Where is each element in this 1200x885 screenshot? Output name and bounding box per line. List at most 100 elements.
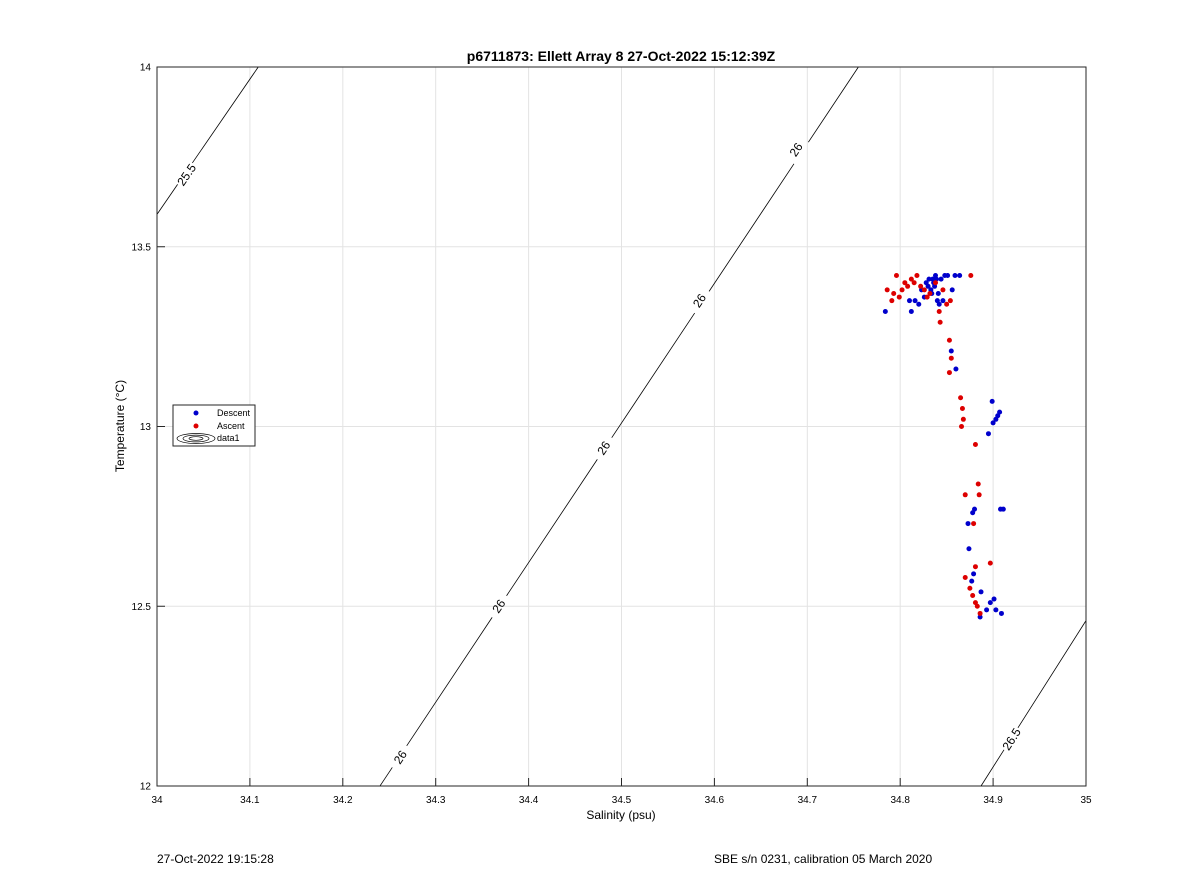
grid-lines [157,67,1086,786]
descent-point [912,298,918,304]
isopycnal-line [980,749,1005,787]
ascent-point [959,424,965,429]
isopycnal-line [708,163,795,292]
y-tick-label: 13.5 [132,242,152,253]
x-tick-label: 34.7 [798,795,818,806]
ascent-point [974,603,980,609]
ascent-point [972,441,978,447]
descent-point [989,398,995,404]
descent-point [1000,506,1006,512]
descent-point [940,298,946,304]
ascent-point [977,610,983,616]
ascent-point [972,564,978,570]
descent-point [987,600,993,606]
descent-point [969,578,975,584]
descent-point [948,348,954,354]
x-axis-label: Salinity (psu) [586,808,655,822]
ascent-point [902,280,908,286]
legend-label-descent: Descent [217,408,251,418]
x-tick-label: 34.2 [333,795,353,806]
descent-point [935,290,941,296]
data-points [882,273,1006,620]
descent-point [971,571,977,577]
legend-marker-descent [193,410,199,416]
isopycnal-label: 25.5 [174,161,199,188]
descent-point [978,589,984,595]
isopycnal-label: 26 [594,438,613,457]
descent-point [984,607,990,613]
ascent-point [975,481,981,487]
ascent-point [933,280,939,286]
ascent-point [946,337,952,343]
isopycnal-label: 26.5 [1000,725,1025,752]
isopycnal-line [611,312,696,438]
y-tick-label: 12.5 [132,602,152,613]
legend-box [172,404,256,447]
ascent-point [967,585,973,591]
ascent-point [936,308,942,314]
ascent-point [940,287,946,293]
isopycnal-line [192,66,259,164]
descent-point [926,276,932,282]
isopycnal-line [506,459,598,596]
ascent-point [896,294,902,300]
ascent-point [911,280,917,286]
ascent-point [948,355,954,361]
legend-marker-ascent [193,423,199,429]
ascent-point [960,416,966,422]
descent-point [916,301,922,307]
isopycnal-line [156,184,178,215]
ascent-point [927,290,933,296]
x-tick-label: 34.8 [890,795,910,806]
ascent-point [958,395,964,401]
descent-point [882,308,888,314]
descent-point [938,276,944,282]
chart-title: p6711873: Ellett Array 8 27-Oct-2022 15:… [467,48,776,64]
ascent-point [959,406,965,412]
ascent-point [962,492,968,498]
descent-point [936,301,942,307]
descent-point [945,273,951,279]
legend: Descent Ascent data1 [172,404,256,447]
ascent-point [924,294,930,300]
ascent-point [905,283,911,289]
ascent-point [891,290,897,296]
isopycnal-label: 26 [690,291,709,310]
axis-ticks: 34 34.1 34.2 34.3 34.4 34.5 34.6 34.7 34.8 34.9 35… [132,63,1092,807]
descent-point [953,366,959,372]
descent-point [990,420,996,426]
ascent-point [889,298,895,304]
x-tick-label: 34.9 [983,795,1003,806]
isopycnal-line [808,66,859,143]
ascent-point [944,301,950,307]
x-tick-label: 34.4 [519,795,539,806]
ascent-point [947,298,953,304]
x-tick-label: 34.6 [705,795,725,806]
x-tick-label: 34 [151,795,163,806]
descent-point [949,287,955,293]
ascent-point [946,370,952,376]
ascent-point [921,287,927,293]
descent-point [972,506,978,512]
descent-point [966,546,972,552]
isopycnal-label: 26 [489,597,508,616]
ascent-point [970,592,976,598]
descent-point [952,273,958,279]
ascent-point [962,574,968,580]
ascent-point [914,273,920,279]
ascent-point [908,276,914,282]
isopycnal-label: 26 [787,140,806,159]
descent-point [906,298,912,304]
descent-point [957,273,963,279]
y-tick-label: 14 [140,63,152,74]
ascent-point [987,560,993,566]
footer-timestamp: 27-Oct-2022 19:15:28 [157,852,274,866]
ascent-point [899,287,905,293]
descent-point [993,607,999,613]
ascent-point [918,283,924,289]
descent-point [908,308,914,314]
descent-point [965,521,971,527]
x-tick-label: 35 [1080,795,1092,806]
descent-point [985,431,991,437]
ascent-point [937,319,943,325]
